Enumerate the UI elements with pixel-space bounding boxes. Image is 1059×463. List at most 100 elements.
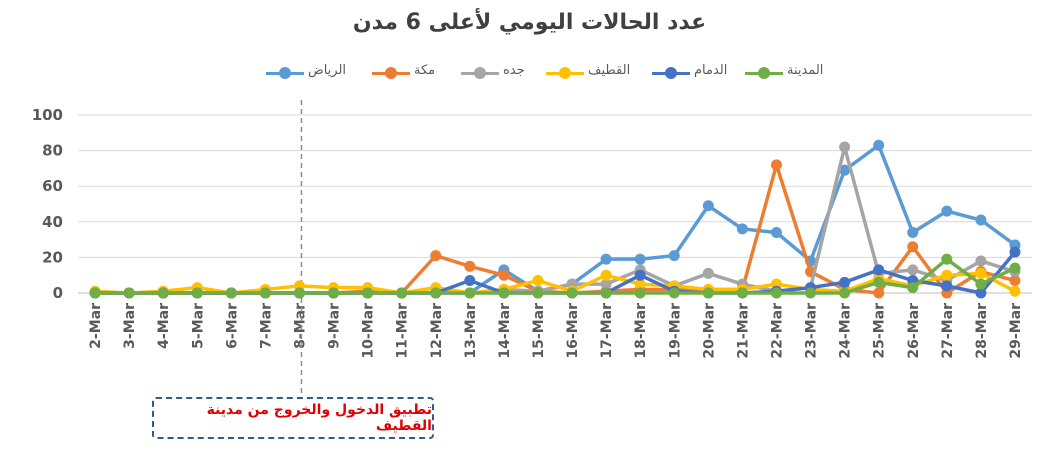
x-tick-label: 13-Mar <box>463 303 479 359</box>
data-point <box>839 287 851 299</box>
data-point <box>907 241 919 253</box>
data-point <box>634 269 646 281</box>
data-point <box>498 287 510 299</box>
series-line <box>93 271 1017 295</box>
legend-label: مكة <box>414 63 436 78</box>
data-point <box>1009 285 1021 297</box>
x-tick-label: 24-Mar <box>838 303 854 359</box>
x-tick-label: 16-Mar <box>565 303 581 359</box>
data-point <box>600 287 612 299</box>
data-point <box>634 287 646 299</box>
legend-marker-swatch <box>665 67 677 79</box>
data-point <box>498 269 510 281</box>
data-point <box>328 287 340 299</box>
data-point <box>975 255 987 267</box>
x-tick-label: 17-Mar <box>599 303 615 359</box>
data-point <box>1009 246 1021 258</box>
chart-legend: الرياض مكة جده القطيف الدمام المدينة <box>0 62 1059 84</box>
data-point <box>532 275 544 287</box>
data-point <box>157 287 169 299</box>
data-point <box>839 276 851 288</box>
legend-marker-swatch <box>474 67 486 79</box>
data-point <box>1009 275 1021 287</box>
data-point <box>839 141 851 153</box>
data-point <box>770 287 782 299</box>
x-tick-label: 19-Mar <box>667 303 683 359</box>
series-line <box>93 257 1017 295</box>
data-point <box>873 276 885 288</box>
axes: 0 20 40 60 80 100 2-Mar 3-Mar 4-Mar 5-Mar 6-Mar 7-M… <box>32 106 1032 359</box>
x-tick-label: 28-Mar <box>974 303 990 359</box>
data-point <box>600 269 612 281</box>
x-tick-label: 2-Mar <box>88 303 104 349</box>
data-point <box>225 287 237 299</box>
x-tick-label: 15-Mar <box>531 303 547 359</box>
x-tick-label: 22-Mar <box>769 303 785 359</box>
legend-label: المدينة <box>787 63 824 78</box>
data-point <box>941 253 953 265</box>
legend-label: الدمام <box>694 63 728 78</box>
y-tick-label: 80 <box>42 142 63 160</box>
gridlines <box>78 114 1032 258</box>
data-point <box>600 278 612 290</box>
data-point <box>975 287 987 299</box>
data-point <box>668 250 680 262</box>
x-tick-label: 7-Mar <box>258 303 274 349</box>
data-point <box>873 264 885 276</box>
legend-label: جده <box>503 63 525 78</box>
data-point <box>600 253 612 265</box>
data-point <box>464 260 476 272</box>
data-point <box>634 278 646 290</box>
legend-label: القطيف <box>588 63 631 78</box>
data-point <box>566 287 578 299</box>
data-point <box>941 280 953 292</box>
data-point <box>123 287 135 299</box>
x-tick-label: 9-Mar <box>327 303 343 349</box>
y-tick-label: 20 <box>42 248 63 266</box>
data-point <box>668 287 680 299</box>
data-point <box>975 267 987 279</box>
x-tick-label: 23-Mar <box>804 303 820 359</box>
data-point <box>839 164 851 176</box>
data-point <box>736 223 748 235</box>
data-point <box>430 287 442 299</box>
y-tick-label: 60 <box>42 177 63 195</box>
data-point <box>362 287 374 299</box>
data-point <box>736 287 748 299</box>
data-point <box>941 205 953 217</box>
data-point <box>907 264 919 276</box>
data-point <box>805 287 817 299</box>
legend-marker-swatch <box>279 67 291 79</box>
x-tick-label: 5-Mar <box>190 303 206 349</box>
x-tick-label: 20-Mar <box>701 303 717 359</box>
legend-marker-swatch <box>758 67 770 79</box>
data-point <box>770 159 782 171</box>
chart-title: عدد الحالات اليومي لأعلى 6 مدن <box>352 10 707 35</box>
data-point <box>464 287 476 299</box>
data-point <box>702 287 714 299</box>
legend-label: الرياض <box>308 63 347 78</box>
y-tick-label: 0 <box>53 284 63 302</box>
x-tick-label: 26-Mar <box>906 303 922 359</box>
data-point <box>89 287 101 299</box>
x-tick-label: 11-Mar <box>395 303 411 359</box>
x-tick-label: 29-Mar <box>1008 303 1024 359</box>
legend-marker-swatch <box>385 67 397 79</box>
data-point <box>873 287 885 299</box>
data-point <box>975 214 987 226</box>
x-tick-label: 10-Mar <box>361 303 377 359</box>
y-tick-label: 40 <box>42 213 63 231</box>
data-point <box>702 267 714 279</box>
x-tick-label: 6-Mar <box>224 303 240 349</box>
data-point <box>975 278 987 290</box>
data-point <box>464 275 476 287</box>
data-point <box>873 139 885 151</box>
x-tick-label: 12-Mar <box>429 303 445 359</box>
x-tick-label: 3-Mar <box>122 303 138 349</box>
data-point <box>259 287 271 299</box>
x-tick-label: 4-Mar <box>156 303 172 349</box>
x-tick-label: 25-Mar <box>872 303 888 359</box>
data-point <box>907 282 919 294</box>
x-tick-label: 14-Mar <box>497 303 513 359</box>
data-point <box>634 253 646 265</box>
